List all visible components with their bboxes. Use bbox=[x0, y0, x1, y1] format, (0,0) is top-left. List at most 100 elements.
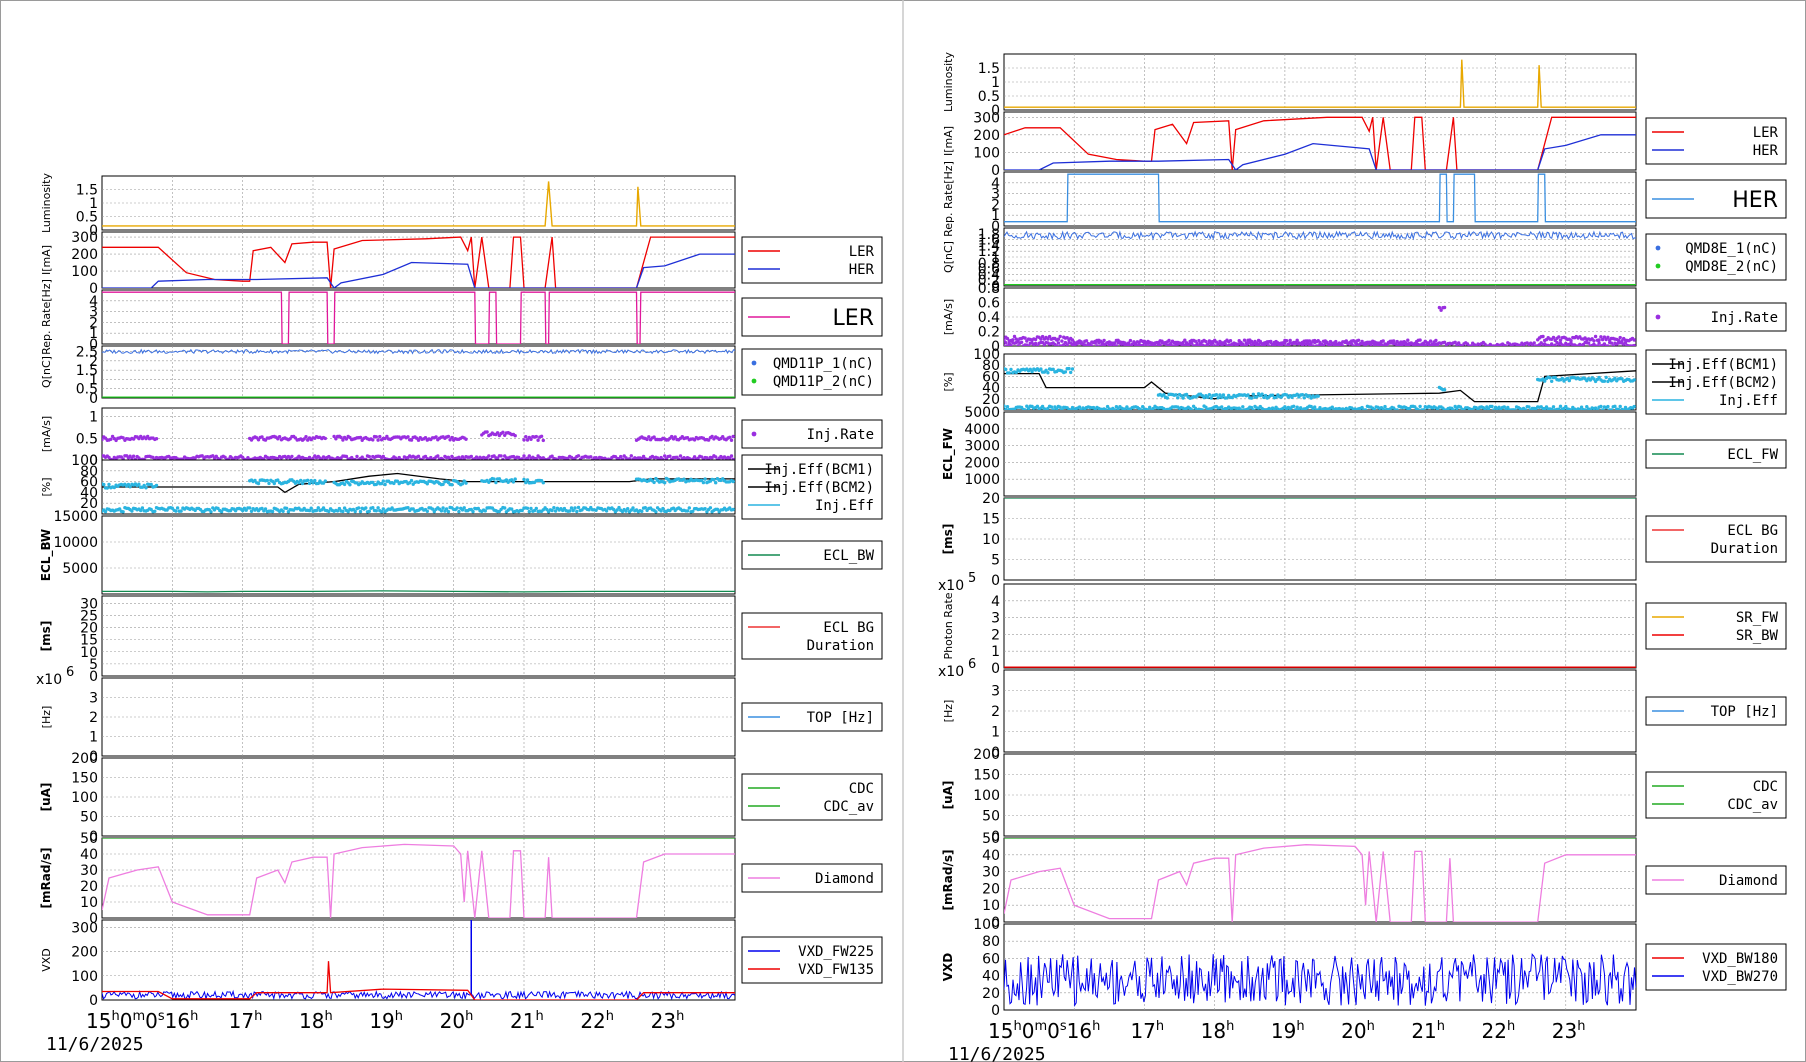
y-tick-label: 4000 bbox=[964, 422, 1000, 438]
series-dot bbox=[678, 454, 683, 458]
legend-label: QMD8E_2(nC) bbox=[1685, 259, 1778, 275]
y-tick-label: 5000 bbox=[964, 405, 1000, 421]
series-line-LER bbox=[102, 236, 735, 288]
date-label: 11/6/2025 bbox=[46, 1034, 144, 1055]
series-dot bbox=[1047, 334, 1052, 339]
series-dot bbox=[1618, 404, 1622, 409]
x-tick-part: 15 bbox=[86, 1009, 111, 1033]
y-tick-label: 300 bbox=[71, 920, 98, 936]
legend-label: QMD11P_1(nC) bbox=[773, 356, 874, 372]
series-dot bbox=[1606, 344, 1610, 346]
series-dot bbox=[1406, 338, 1410, 342]
series-dot bbox=[499, 454, 503, 458]
legend-label: CDC_av bbox=[823, 799, 874, 815]
legend-top: TOP [Hz] bbox=[1645, 696, 1787, 726]
legend-box bbox=[1645, 233, 1787, 281]
series-dot bbox=[1028, 367, 1033, 371]
series-dot bbox=[444, 507, 449, 511]
series-dot bbox=[1176, 396, 1180, 400]
series-dot bbox=[1567, 378, 1572, 383]
series-dot bbox=[1381, 407, 1385, 410]
series-dot bbox=[358, 509, 363, 514]
series-dot bbox=[1595, 344, 1600, 346]
series-dot bbox=[1469, 344, 1473, 346]
x-tick-part: h bbox=[1367, 1019, 1375, 1034]
series-line-vxd_red bbox=[102, 961, 735, 1000]
series-dot bbox=[503, 506, 507, 510]
series-line-ecl_bw bbox=[102, 590, 735, 593]
legend-label: LER bbox=[833, 306, 874, 331]
series-dot bbox=[483, 509, 487, 513]
legend-label: VXD_FW135 bbox=[798, 962, 874, 978]
series-dot bbox=[487, 454, 491, 458]
series-dot bbox=[525, 456, 530, 460]
series-dot bbox=[1090, 344, 1094, 346]
y-tick-label: 1.5 bbox=[76, 183, 98, 199]
series-dot bbox=[1190, 408, 1194, 410]
series-dot bbox=[1557, 335, 1561, 339]
series-dot bbox=[409, 438, 414, 442]
legend-box bbox=[741, 236, 883, 284]
series-dot bbox=[1602, 379, 1607, 383]
y-tick-label: 1 bbox=[89, 196, 98, 212]
series-dot bbox=[524, 435, 528, 439]
y-tick-label: 10000 bbox=[53, 535, 98, 551]
panel-frame bbox=[101, 289, 736, 345]
series-dot bbox=[1263, 393, 1268, 398]
panel-lum: 00.511.5 Luminosity bbox=[942, 52, 1637, 119]
series-dot bbox=[1330, 341, 1335, 346]
legend-cdc: CDC CDC_av bbox=[741, 773, 883, 821]
series-dot bbox=[1492, 408, 1496, 410]
y-tick-label: 1.2 bbox=[978, 244, 1000, 260]
series-dot bbox=[525, 506, 530, 510]
series-dot bbox=[1523, 408, 1528, 410]
y-tick-label: 60 bbox=[982, 369, 1000, 385]
y-axis-label: Rep. Rate[Hz] bbox=[942, 161, 955, 237]
series-dot bbox=[300, 481, 305, 486]
x-tick-part: 22 bbox=[580, 1009, 605, 1033]
series-dot bbox=[385, 434, 389, 439]
series-dot bbox=[1453, 340, 1457, 344]
series-dot bbox=[1600, 337, 1605, 342]
legend-eclbg: ECL BG Duration bbox=[741, 612, 883, 660]
series-dot bbox=[1009, 367, 1013, 372]
legend-injeff: Inj.Eff(BCM1) Inj.Eff(BCM2) Inj.Eff bbox=[1645, 349, 1787, 415]
y-tick-label: 200 bbox=[71, 751, 98, 767]
series-dot bbox=[1330, 405, 1335, 409]
legend-label: HER bbox=[849, 262, 875, 278]
panel-frame bbox=[1003, 923, 1637, 1011]
legend-label: Inj.Eff(BCM2) bbox=[1668, 375, 1778, 391]
y-tick-label: 0.5 bbox=[76, 382, 98, 398]
series-dot bbox=[1595, 408, 1600, 410]
legend-marker bbox=[1655, 245, 1661, 251]
series-dot bbox=[1318, 340, 1322, 345]
y-tick-label: 200 bbox=[973, 128, 1000, 144]
series-dot bbox=[432, 509, 436, 514]
y-tick-label: 0 bbox=[89, 337, 98, 353]
series-dot bbox=[1184, 341, 1189, 345]
y-axis-label: [mRad/s] bbox=[39, 848, 53, 909]
series-dot bbox=[1151, 342, 1155, 346]
y-tick-label: 0 bbox=[89, 669, 98, 685]
series-dot bbox=[670, 434, 674, 439]
series-dot bbox=[487, 480, 491, 484]
series-dot bbox=[488, 457, 493, 460]
series-dot bbox=[1246, 393, 1250, 397]
series-dot bbox=[663, 481, 667, 485]
y-tick-label: 80 bbox=[982, 934, 1000, 950]
series-dot bbox=[434, 435, 438, 439]
series-dot bbox=[529, 506, 533, 511]
x-tick-part: s bbox=[158, 1009, 165, 1024]
x-tick-part: 0 bbox=[1047, 1019, 1060, 1043]
series-dot bbox=[575, 509, 579, 514]
y-tick-label: 10 bbox=[80, 895, 98, 911]
y-tick-label: 2 bbox=[991, 627, 1000, 643]
series-dot bbox=[1356, 338, 1361, 342]
series-dot bbox=[522, 454, 526, 458]
series-dot bbox=[1611, 344, 1615, 346]
series-dot bbox=[1056, 337, 1061, 341]
series-dot bbox=[1190, 341, 1194, 345]
series-dot bbox=[209, 510, 213, 514]
x-tick-part: 22 bbox=[1482, 1019, 1507, 1043]
series-dot bbox=[1311, 344, 1315, 346]
